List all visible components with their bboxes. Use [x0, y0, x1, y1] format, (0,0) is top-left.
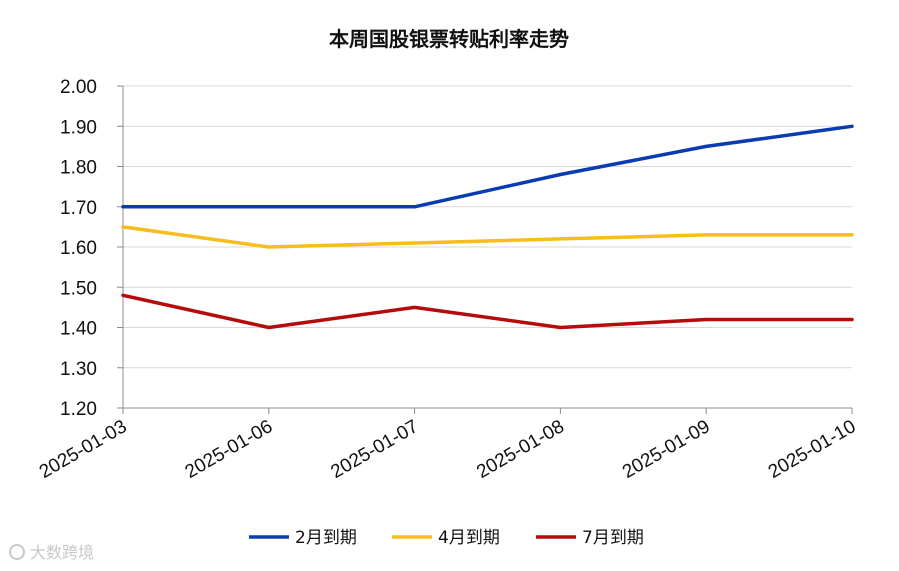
x-tick-label: 2025-01-10	[765, 416, 860, 483]
x-tick-label: 2025-01-09	[619, 416, 714, 483]
y-tick-label: 1.30	[60, 359, 97, 380]
y-tick-label: 1.60	[60, 238, 97, 259]
chart-title: 本周国股银票转贴利率走势	[329, 27, 569, 51]
x-tick-label: 2025-01-06	[182, 416, 277, 483]
y-tick-label: 1.70	[60, 198, 97, 219]
x-tick-label: 2025-01-07	[327, 416, 422, 483]
x-tick-label: 2025-01-08	[473, 416, 568, 483]
y-tick-label: 1.20	[60, 399, 97, 420]
legend-label-1: 2月到期	[295, 528, 357, 548]
series-lines	[121, 124, 854, 330]
series-line-3	[121, 293, 854, 330]
legend-label-2: 4月到期	[438, 528, 500, 548]
watermark-text: 大数跨境	[30, 543, 94, 562]
y-tick-label: 1.90	[60, 117, 97, 138]
y-tick-label: 1.50	[60, 278, 97, 299]
gridlines	[123, 85, 852, 369]
y-tick-label: 2.00	[60, 77, 97, 98]
watermark-logo-icon	[9, 544, 25, 560]
series-line-2	[121, 225, 854, 249]
legend: 2月到期 4月到期 7月到期	[249, 528, 644, 548]
series-line-1	[121, 124, 854, 209]
y-tick-label: 1.40	[60, 319, 97, 340]
y-tick-label: 1.80	[60, 158, 97, 179]
y-axis-ticks: 2.00 1.90 1.80 1.70 1.60 1.50 1.40 1.30 1.20	[60, 77, 123, 420]
x-axis-ticks: 2025-01-03 2025-01-06 2025-01-07 2025-01-08…	[36, 408, 860, 483]
legend-label-3: 7月到期	[582, 528, 644, 548]
watermark: 大数跨境	[9, 543, 94, 562]
x-tick-label: 2025-01-03	[36, 416, 131, 483]
